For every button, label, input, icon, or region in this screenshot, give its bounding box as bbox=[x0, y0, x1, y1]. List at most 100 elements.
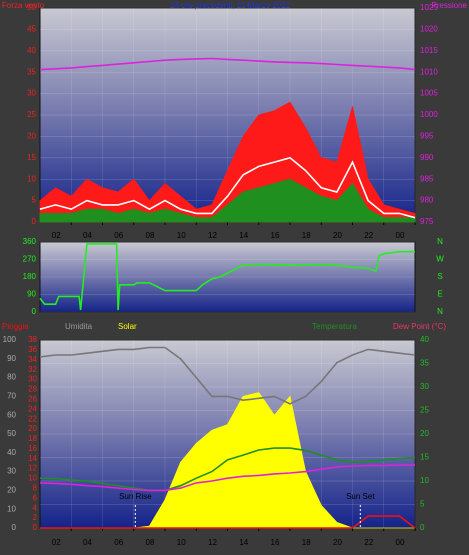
tick-label: 1020 bbox=[420, 25, 438, 34]
tick-label: 40 bbox=[27, 46, 36, 55]
line bbox=[39, 243, 415, 311]
x-tick-label: 18 bbox=[302, 231, 311, 240]
area bbox=[39, 178, 416, 223]
x-tick-label: 14 bbox=[239, 538, 248, 547]
tick-label: 6 bbox=[33, 493, 38, 502]
legend-label: Dew Point (°C) bbox=[393, 322, 446, 331]
x-tick-label: 02 bbox=[52, 538, 61, 547]
x-tick-label: 08 bbox=[146, 231, 155, 240]
x-tick-label: 20 bbox=[333, 231, 342, 240]
tick-label: 1015 bbox=[420, 46, 438, 55]
tick-label: 20 bbox=[28, 424, 37, 433]
tick-label: 4 bbox=[33, 503, 38, 512]
x-tick-label: 14 bbox=[239, 231, 248, 240]
tick-label: 980 bbox=[420, 196, 434, 205]
x-tick-label: 04 bbox=[83, 538, 92, 547]
tick-label: 22 bbox=[28, 414, 37, 423]
tick-label: 1005 bbox=[420, 89, 438, 98]
x-tick-label: 08 bbox=[146, 538, 155, 547]
tick-label: 12 bbox=[28, 464, 37, 473]
tick-label: 50 bbox=[27, 3, 36, 12]
tick-label: 15 bbox=[27, 153, 36, 162]
line bbox=[39, 464, 415, 492]
line bbox=[39, 447, 416, 492]
tick-label: 35 bbox=[27, 67, 36, 76]
tick-label: 40 bbox=[7, 448, 16, 457]
area bbox=[39, 101, 416, 223]
x-tick-label: 00 bbox=[396, 231, 405, 240]
legend-label: Umidita bbox=[65, 322, 93, 331]
tick-label: 20 bbox=[7, 486, 16, 495]
tick-label: 60 bbox=[7, 410, 16, 419]
tick-label: 100 bbox=[3, 335, 17, 344]
tick-label: W bbox=[436, 255, 444, 264]
tick-label: 90 bbox=[27, 290, 36, 299]
tick-label: 70 bbox=[7, 392, 16, 401]
x-tick-label: 06 bbox=[114, 538, 123, 547]
tick-label: 0 bbox=[12, 523, 17, 532]
tick-label: 985 bbox=[420, 174, 434, 183]
tick-label: 45 bbox=[27, 25, 36, 34]
line bbox=[39, 346, 416, 405]
tick-label: 40 bbox=[420, 335, 429, 344]
x-tick-label: 18 bbox=[302, 538, 311, 547]
tick-label: 35 bbox=[420, 359, 429, 368]
tick-label: 34 bbox=[28, 355, 37, 364]
legend-label: Temperatura bbox=[312, 322, 357, 331]
tick-label: 30 bbox=[27, 89, 36, 98]
tick-label: 25 bbox=[420, 406, 429, 415]
x-tick-label: 10 bbox=[177, 538, 186, 547]
legend-label: Solar bbox=[118, 322, 137, 331]
tick-label: 32 bbox=[28, 365, 37, 374]
tick-label: 36 bbox=[28, 345, 37, 354]
tick-label: 26 bbox=[28, 394, 37, 403]
tick-label: 10 bbox=[420, 476, 429, 485]
tick-label: N bbox=[437, 237, 443, 246]
x-tick-label: 16 bbox=[271, 231, 280, 240]
tick-label: 30 bbox=[7, 467, 16, 476]
x-tick-label: 12 bbox=[208, 538, 217, 547]
tick-label: 90 bbox=[7, 354, 16, 363]
tick-label: 975 bbox=[420, 217, 434, 226]
tick-label: 24 bbox=[28, 404, 37, 413]
tick-label: 180 bbox=[23, 272, 37, 281]
chart-title: 24 ore precedenti, 15 Marzo 2021 bbox=[170, 1, 291, 10]
tick-label: 10 bbox=[7, 504, 16, 513]
tick-label: 990 bbox=[420, 153, 434, 162]
tick-label: 995 bbox=[420, 132, 434, 141]
x-tick-label: 20 bbox=[333, 538, 342, 547]
x-tick-label: 22 bbox=[364, 231, 373, 240]
tick-label: 270 bbox=[23, 255, 37, 264]
x-tick-label: 00 bbox=[396, 538, 405, 547]
line bbox=[39, 57, 416, 71]
tick-label: 28 bbox=[28, 385, 37, 394]
y-axis-label: Forza vento bbox=[2, 1, 45, 10]
tick-label: 30 bbox=[420, 382, 429, 391]
x-tick-label: 16 bbox=[271, 538, 280, 547]
tick-label: 0 bbox=[32, 307, 37, 316]
plot-area bbox=[39, 241, 416, 313]
x-tick-label: 06 bbox=[114, 231, 123, 240]
tick-label: 8 bbox=[33, 484, 38, 493]
line bbox=[40, 515, 416, 529]
x-tick-label: 10 bbox=[177, 231, 186, 240]
tick-label: 5 bbox=[32, 196, 37, 205]
tick-label: 15 bbox=[420, 453, 429, 462]
tick-label: 2 bbox=[33, 513, 38, 522]
tick-label: S bbox=[437, 272, 442, 281]
tick-label: 25 bbox=[27, 110, 36, 119]
y2-axis-label: Pressione bbox=[431, 1, 467, 10]
tick-label: 80 bbox=[7, 373, 16, 382]
tick-label: N bbox=[437, 307, 443, 316]
x-tick-label: 22 bbox=[364, 538, 373, 547]
tick-label: 50 bbox=[7, 429, 16, 438]
tick-label: 38 bbox=[28, 335, 37, 344]
tick-label: 30 bbox=[28, 375, 37, 384]
tick-label: 1000 bbox=[420, 110, 438, 119]
tick-label: 0 bbox=[32, 217, 37, 226]
annotation: Sun Rise bbox=[119, 492, 152, 501]
tick-label: 0 bbox=[33, 523, 38, 532]
tick-label: 5 bbox=[420, 500, 425, 509]
